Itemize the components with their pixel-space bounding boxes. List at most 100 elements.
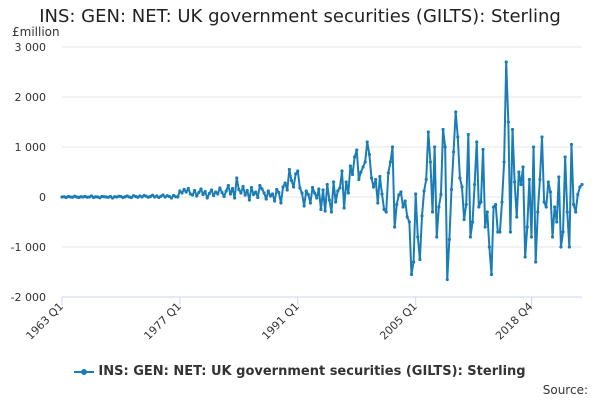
data-point	[531, 145, 536, 149]
chart-legend[interactable]: INS: GEN: NET: UK government securities …	[0, 364, 600, 379]
data-point	[525, 225, 529, 229]
data-point	[218, 186, 222, 190]
data-point	[365, 140, 369, 144]
data-point	[310, 185, 315, 190]
data-point	[540, 135, 544, 139]
data-point	[529, 235, 534, 239]
data-point	[258, 183, 262, 188]
data-point	[277, 190, 281, 195]
data-point	[346, 191, 350, 195]
x-tick-label: 1977 Q1	[141, 300, 184, 343]
data-point	[313, 191, 317, 195]
data-point	[506, 120, 510, 124]
data-point	[281, 185, 285, 189]
data-point	[441, 127, 445, 132]
data-point	[521, 165, 525, 169]
legend-marker-icon	[74, 367, 95, 377]
data-point	[420, 214, 424, 218]
y-tick-label: 1 000	[15, 141, 47, 154]
data-point	[249, 185, 254, 190]
data-point	[350, 172, 355, 177]
data-point	[411, 260, 416, 264]
data-point	[460, 185, 464, 189]
data-point	[428, 160, 433, 164]
data-point	[424, 177, 428, 182]
data-point	[182, 187, 186, 192]
data-point	[378, 174, 382, 179]
data-point	[565, 210, 569, 214]
y-tick-label: -2 000	[11, 291, 46, 304]
data-point	[479, 200, 483, 204]
data-point	[462, 217, 466, 222]
data-point	[561, 230, 565, 234]
data-point	[285, 188, 289, 192]
data-point	[395, 202, 399, 207]
data-point	[475, 140, 479, 144]
data-point	[384, 210, 388, 214]
data-point	[483, 225, 487, 229]
data-point	[418, 257, 422, 262]
data-point	[435, 235, 439, 239]
data-point	[294, 172, 298, 176]
data-point	[422, 189, 426, 193]
y-tick-label: 2 000	[15, 91, 47, 104]
data-point	[230, 186, 235, 191]
data-point	[331, 180, 336, 184]
data-point	[306, 192, 310, 197]
data-point	[251, 192, 256, 197]
data-point	[473, 182, 477, 187]
data-point	[268, 194, 273, 198]
y-axis-label: £million	[12, 25, 60, 39]
data-point	[445, 277, 449, 282]
data-point	[193, 188, 197, 193]
x-tick-label: 2005 Q1	[377, 300, 420, 343]
data-point	[325, 182, 329, 187]
data-point	[468, 235, 473, 239]
data-point	[519, 182, 523, 187]
data-point	[513, 180, 517, 184]
data-point	[329, 210, 334, 214]
data-point	[205, 196, 209, 200]
x-tick-label: 1991 Q1	[259, 300, 302, 343]
data-point	[315, 196, 319, 200]
data-point	[451, 150, 456, 154]
data-point	[517, 170, 521, 174]
x-tick-label: 1963 Q1	[24, 300, 67, 343]
data-point	[186, 186, 190, 191]
data-point	[161, 193, 165, 197]
data-point	[289, 178, 294, 183]
data-point	[176, 195, 180, 199]
data-point	[369, 176, 374, 180]
data-point	[357, 177, 361, 182]
y-tick-label: 0	[39, 191, 46, 204]
data-point	[291, 185, 296, 189]
data-point	[279, 201, 283, 205]
data-point	[569, 142, 574, 147]
data-point	[504, 60, 508, 64]
data-point	[287, 167, 291, 172]
data-point	[515, 215, 519, 219]
data-point	[302, 204, 306, 208]
data-point	[327, 198, 331, 202]
data-point	[399, 190, 403, 194]
data-point	[485, 210, 489, 214]
data-point	[256, 195, 260, 200]
data-point	[180, 191, 184, 195]
data-point	[226, 183, 230, 188]
data-point	[563, 155, 567, 159]
data-point	[323, 209, 327, 213]
data-point	[571, 202, 576, 207]
data-point	[355, 148, 359, 152]
data-point	[382, 207, 386, 212]
data-point	[266, 189, 270, 193]
data-point	[321, 188, 325, 192]
x-tick-label: 2018 Q4	[493, 300, 536, 343]
data-point	[298, 186, 302, 190]
data-point	[534, 260, 538, 264]
data-point	[195, 194, 199, 198]
data-point	[216, 192, 220, 196]
data-point	[426, 130, 430, 134]
data-point	[498, 230, 502, 234]
data-point	[199, 187, 203, 191]
